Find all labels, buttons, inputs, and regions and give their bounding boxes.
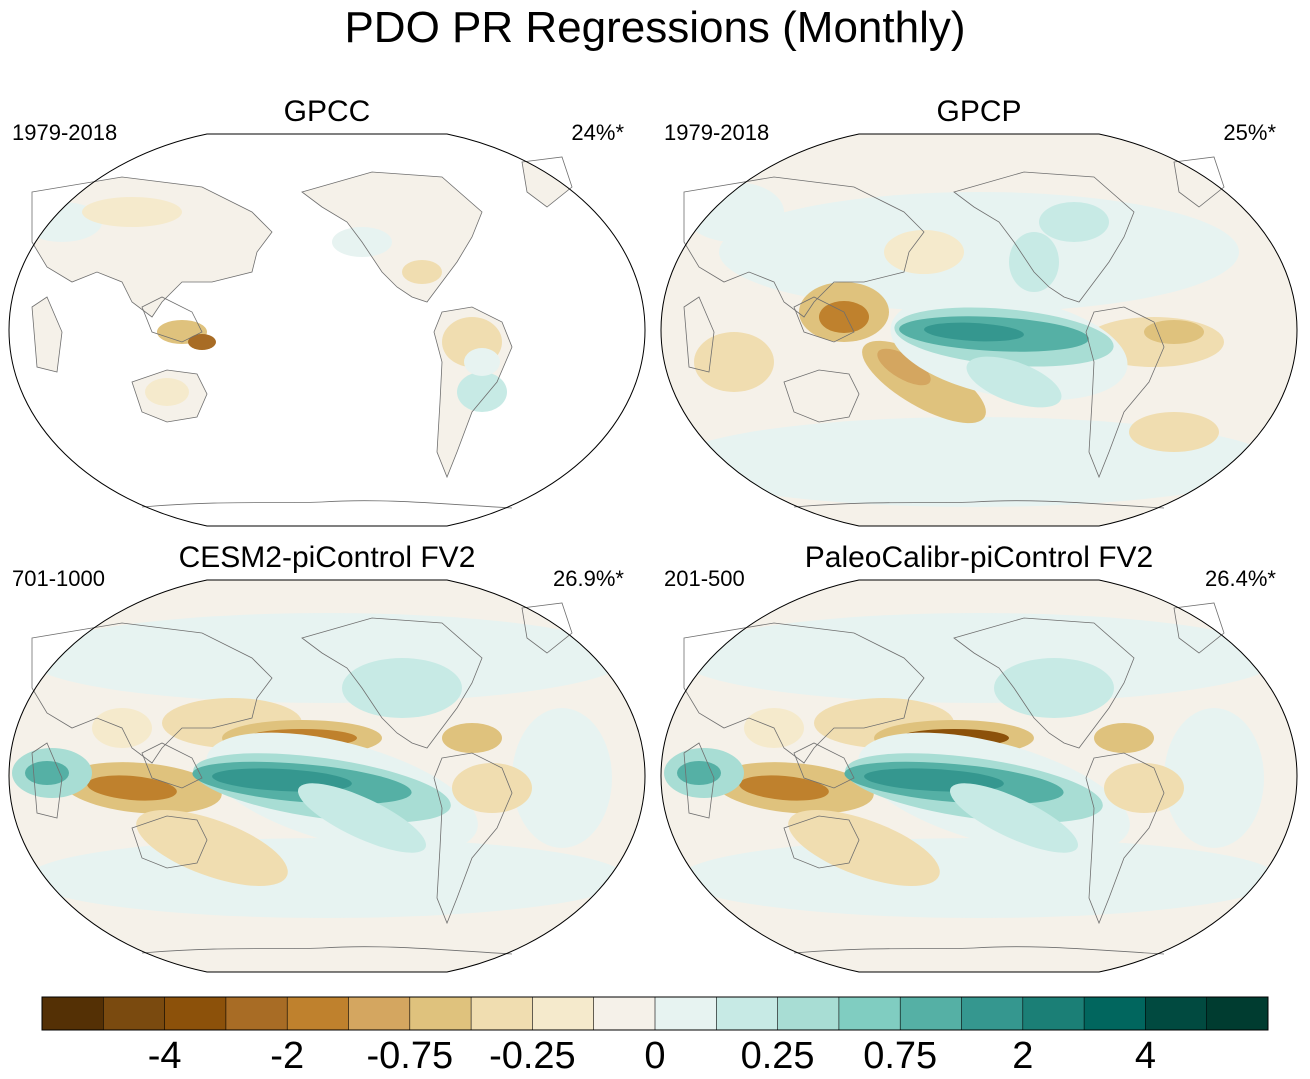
colorbar-swatch [716,997,779,1030]
colorbar-tick-label: -0.25 [489,1035,576,1077]
map-outline [8,133,646,527]
colorbar-tick-label: 4 [1134,1035,1156,1077]
colorbar-swatch [961,997,1024,1030]
precip-field [9,580,645,972]
panel-variance: 26.9%* [553,566,624,591]
panel-title: GPCP [936,95,1022,128]
map-gpcc [8,133,646,527]
colorbar-swatch [287,997,349,1030]
colorbar-swatch [1022,997,1085,1030]
precip-field [661,134,1297,526]
figure-title: PDO PR Regressions (Monthly) [344,3,966,52]
colorbar-swatches [41,996,1269,1031]
colorbar-swatch [1145,997,1208,1030]
colorbar-tick-label: -4 [147,1035,182,1077]
panel-title: CESM2-piControl FV2 [178,541,476,574]
colorbar-swatch [225,997,288,1030]
panel-period: 201-500 [664,566,745,591]
panel-period: 701-1000 [12,566,105,591]
panel-variance: 25%* [1223,120,1276,145]
colorbar-swatch [593,997,656,1030]
colorbar-swatch [900,997,962,1030]
colorbar-swatch [655,997,717,1030]
map-paleocalibr [660,579,1298,973]
colorbar: -4 -2 -0.75 -0.25 0 0.25 0.75 2 4 [40,996,1270,1077]
colorbar-swatch [1084,997,1146,1030]
colorbar-tick-label: 0.25 [740,1035,815,1077]
coastlines [31,156,573,509]
colorbar-swatch [777,997,840,1030]
coastlines [31,602,573,955]
colorbar-swatch [42,997,104,1030]
map-cesm2 [8,579,646,973]
coastlines [683,156,1225,509]
coastlines [683,602,1225,955]
map-gpcp [660,133,1298,527]
panel-title: GPCC [283,95,371,128]
panel-title: PaleoCalibr-piControl FV2 [804,541,1154,574]
colorbar-tick-label: 0 [644,1035,666,1077]
panel-period: 1979-2018 [12,120,118,145]
panel-cesm2: CESM2-piControl FV2 701-1000 26.9%* [2,540,652,973]
panel-gpcp: GPCP 1979-2018 25%* [654,94,1304,527]
panel-period: 1979-2018 [664,120,770,145]
colorbar-tick-label: -0.75 [366,1035,454,1077]
colorbar-tick-label: 2 [1012,1035,1034,1077]
colorbar-swatch [532,997,595,1030]
colorbar-swatch [103,997,166,1030]
panel-variance: 26.4%* [1205,566,1276,591]
panel-variance: 24%* [571,120,624,145]
colorbar-frame [41,996,1269,1031]
map-outline [660,133,1298,527]
precip-field [9,134,645,526]
colorbar-tick-label: -2 [270,1035,305,1077]
colorbar-swatch [164,997,227,1030]
colorbar-swatch [409,997,472,1030]
colorbar-swatch [1206,997,1269,1030]
panel-paleocalibr: PaleoCalibr-piControl FV2 201-500 26.4%* [654,540,1304,973]
colorbar-tick-label: 0.75 [863,1035,938,1077]
map-outline [660,579,1298,973]
map-outline [8,579,646,973]
panel-gpcc: GPCC 1979-2018 24%* [2,94,652,527]
colorbar-swatch [471,997,533,1030]
precip-field [661,580,1297,972]
colorbar-swatch [838,997,901,1030]
colorbar-swatch [348,997,411,1030]
